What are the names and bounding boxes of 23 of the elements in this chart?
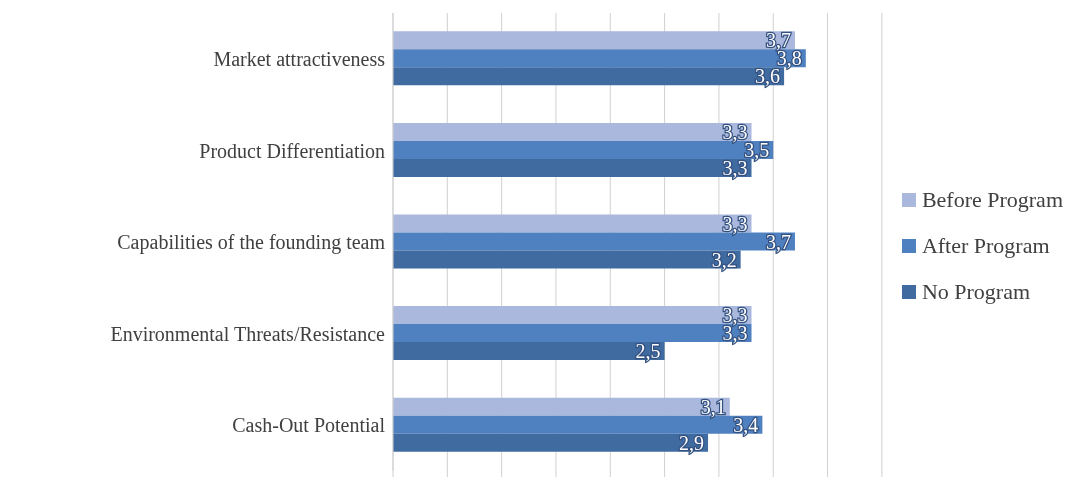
data-label: 3,6: [755, 65, 781, 88]
data-label: 3,1: [700, 395, 726, 418]
data-label: 2,9: [679, 431, 705, 454]
bar: [393, 31, 795, 50]
bar: [393, 433, 709, 452]
y-tick-label: Cash-Out Potential: [232, 414, 386, 437]
bar: [393, 397, 730, 416]
data-label: 3,3: [722, 212, 748, 235]
bar: [393, 306, 752, 325]
legend-label: No Program: [921, 278, 1031, 305]
data-label: 2,5: [635, 340, 661, 363]
legend-label: Before Program: [921, 186, 1063, 213]
y-tick-label: Product Differentiation: [199, 139, 385, 162]
data-label: 3,4: [733, 413, 759, 436]
y-tick-label: Capabilities of the founding team: [117, 231, 386, 255]
bar: [393, 214, 752, 233]
bar: [393, 250, 741, 269]
bar: [393, 342, 665, 361]
data-label: 3,2: [711, 248, 737, 271]
y-tick-label: Market attractiveness: [213, 47, 386, 70]
legend-label: After Program: [921, 232, 1050, 259]
y-tick-label: Environmental Threats/Resistance: [110, 322, 386, 345]
data-label: 3,7: [765, 230, 791, 253]
